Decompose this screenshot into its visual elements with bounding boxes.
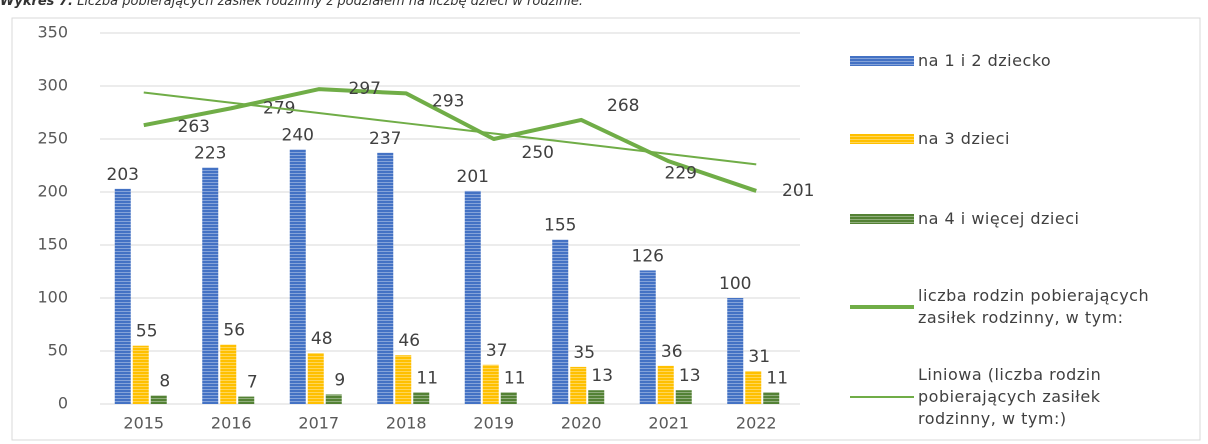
bar-value-label: 223 bbox=[194, 144, 226, 164]
x-tick-label: 2017 bbox=[298, 414, 339, 433]
bar bbox=[289, 149, 306, 404]
y-tick-label: 200 bbox=[37, 182, 68, 201]
bar-value-label: 155 bbox=[544, 216, 576, 236]
bar bbox=[220, 344, 237, 404]
bar-value-label: 11 bbox=[766, 368, 788, 388]
bar bbox=[413, 392, 430, 404]
bar-value-label: 203 bbox=[107, 165, 139, 185]
legend-swatch bbox=[850, 134, 914, 144]
legend-item: liczba rodzin pobierających zasiłek rodz… bbox=[850, 285, 1168, 329]
bar bbox=[132, 345, 149, 404]
legend-swatch bbox=[850, 56, 914, 66]
bar bbox=[377, 152, 394, 404]
y-tick-label: 300 bbox=[37, 76, 68, 95]
figure-label: Wykres 7. bbox=[0, 0, 73, 9]
bar bbox=[675, 390, 692, 404]
bar bbox=[202, 167, 219, 404]
legend-item: na 1 i 2 dziecko bbox=[850, 50, 1168, 72]
bar bbox=[114, 188, 131, 404]
line-value-label: 293 bbox=[432, 91, 464, 111]
legend-swatch bbox=[850, 396, 914, 398]
bar-value-label: 240 bbox=[282, 126, 314, 146]
legend-swatch bbox=[850, 214, 914, 224]
x-tick-label: 2018 bbox=[386, 414, 427, 433]
bar-value-label: 35 bbox=[573, 343, 595, 363]
bar-value-label: 9 bbox=[334, 370, 345, 390]
bar-value-label: 36 bbox=[661, 342, 683, 362]
legend-label: na 3 dzieci bbox=[918, 129, 1010, 148]
x-tick-label: 2020 bbox=[561, 414, 602, 433]
bar-value-label: 46 bbox=[398, 331, 420, 351]
bar-value-label: 8 bbox=[159, 372, 170, 392]
y-tick-label: 250 bbox=[37, 129, 68, 148]
bar bbox=[464, 190, 481, 404]
bar-value-label: 11 bbox=[504, 368, 526, 388]
bar-value-label: 48 bbox=[311, 329, 333, 349]
bar bbox=[639, 270, 656, 404]
bar-value-label: 13 bbox=[591, 366, 613, 386]
bar-value-label: 37 bbox=[486, 341, 508, 361]
bar bbox=[325, 394, 342, 404]
legend-item: Liniowa (liczba rodzin pobierających zas… bbox=[850, 364, 1168, 430]
bar bbox=[238, 396, 255, 404]
x-tick-label: 2021 bbox=[648, 414, 689, 433]
x-tick-label: 2019 bbox=[473, 414, 514, 433]
legend-label: Liniowa (liczba rodzin pobierających zas… bbox=[918, 365, 1102, 428]
bar-value-label: 237 bbox=[369, 129, 401, 149]
line-value-label: 263 bbox=[178, 117, 210, 137]
bar-value-label: 55 bbox=[136, 322, 158, 342]
bar bbox=[570, 366, 587, 404]
legend-label: na 4 i więcej dzieci bbox=[918, 209, 1080, 228]
line-value-label: 250 bbox=[522, 143, 554, 163]
legend-swatch bbox=[850, 305, 914, 309]
x-tick-label: 2016 bbox=[211, 414, 252, 433]
bar-value-label: 7 bbox=[247, 373, 258, 393]
y-tick-label: 150 bbox=[37, 235, 68, 254]
chart-title: Liczba pobierających zasiłek rodzinny z … bbox=[77, 0, 583, 9]
legend-item: na 4 i więcej dzieci bbox=[850, 208, 1168, 230]
line-value-label: 268 bbox=[607, 96, 639, 116]
bar bbox=[395, 355, 412, 404]
chart-frame bbox=[11, 17, 1201, 441]
bar bbox=[727, 298, 744, 404]
y-tick-label: 100 bbox=[37, 288, 68, 307]
x-tick-label: 2015 bbox=[123, 414, 164, 433]
bar bbox=[745, 371, 762, 404]
bar-value-label: 11 bbox=[416, 368, 438, 388]
bar bbox=[150, 395, 167, 404]
bar-value-label: 126 bbox=[632, 246, 664, 266]
title: Wykres 7. Liczba pobierających zasiłek r… bbox=[0, 0, 583, 9]
bar bbox=[482, 364, 499, 404]
line-value-label: 229 bbox=[665, 163, 697, 183]
bar-value-label: 31 bbox=[748, 347, 770, 367]
legend-label: na 1 i 2 dziecko bbox=[918, 51, 1052, 70]
bar-value-label: 56 bbox=[223, 321, 245, 341]
bar bbox=[552, 239, 569, 404]
y-tick-label: 350 bbox=[37, 23, 68, 42]
bar bbox=[763, 392, 780, 404]
legend-label: liczba rodzin pobierających zasiłek rodz… bbox=[918, 286, 1150, 327]
trend-line bbox=[143, 91, 757, 166]
bar bbox=[500, 392, 517, 404]
bar bbox=[307, 353, 324, 404]
x-tick-label: 2022 bbox=[736, 414, 777, 433]
line-value-label: 201 bbox=[782, 181, 814, 201]
bar-value-label: 13 bbox=[679, 366, 701, 386]
legend-item: na 3 dzieci bbox=[850, 128, 1168, 150]
bar-value-label: 100 bbox=[719, 274, 751, 294]
line-value-label: 297 bbox=[349, 79, 381, 99]
y-tick-label: 0 bbox=[58, 394, 68, 413]
bar bbox=[657, 365, 674, 404]
y-tick-label: 50 bbox=[48, 341, 68, 360]
bar-value-label: 201 bbox=[457, 167, 489, 187]
bar bbox=[588, 390, 605, 404]
